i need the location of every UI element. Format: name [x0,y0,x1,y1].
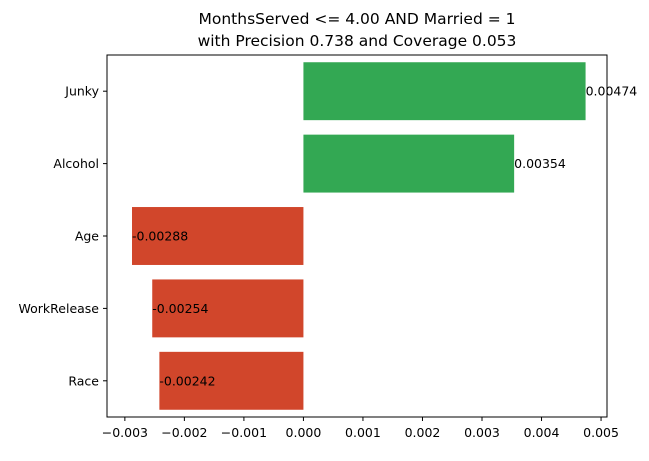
y-tick-label-race: Race [68,373,99,388]
y-tick-label-workrelease: WorkRelease [19,301,100,316]
data-labels: 0.00474 0.00354 -0.00288 -0.00254 -0.00242 [132,84,637,389]
x-tick-label-2: −0.001 [221,425,267,440]
x-tick-label-6: 0.003 [464,425,500,440]
x-tick-label-8: 0.005 [583,425,619,440]
x-tick-label-5: 0.002 [405,425,441,440]
bar-junky [303,62,586,121]
data-label-alcohol: 0.00354 [514,156,566,171]
bar-alcohol [303,134,515,193]
y-tick-label-alcohol: Alcohol [53,156,99,171]
data-label-junky: 0.00474 [586,84,638,99]
y-tick-labels: Junky Alcohol Age WorkRelease Race [19,84,107,388]
data-label-race: -0.00242 [159,373,215,388]
x-tick-label-7: 0.004 [524,425,560,440]
x-tick-label-4: 0.001 [345,425,381,440]
bar-workrelease [152,279,304,338]
x-tick-label-3: 0.000 [286,425,322,440]
plot-frame [106,54,608,418]
y-tick-label-age: Age [75,229,99,244]
data-label-age: -0.00288 [132,229,188,244]
x-tick-label-1: −0.002 [161,425,207,440]
chart-title: MonthsServed <= 4.00 AND Married = 1 [198,10,515,28]
y-tick-label-junky: Junky [64,84,99,99]
bar-group [132,62,586,410]
chart-subtitle: with Precision 0.738 and Coverage 0.053 [198,32,517,50]
x-axis: −0.003 −0.002 −0.001 0.000 0.001 0.002 0.003 0.… [102,417,619,440]
data-label-workrelease: -0.00254 [152,301,208,316]
bar-race [159,351,304,410]
bar-age [132,207,304,265]
x-tick-label-0: −0.003 [102,425,148,440]
